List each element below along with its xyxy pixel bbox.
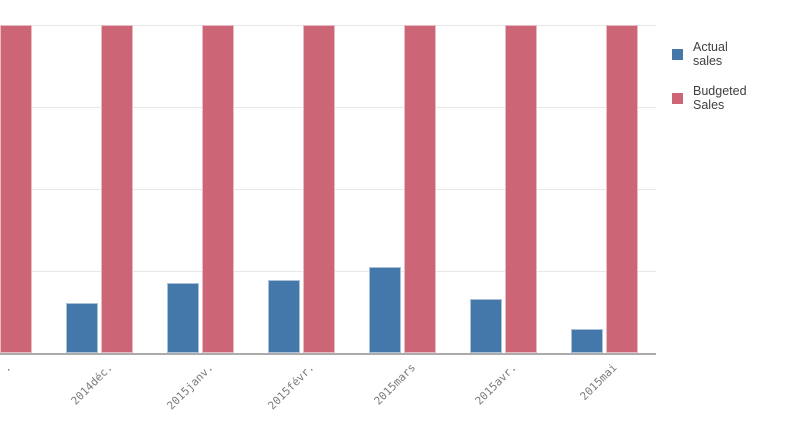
- x-axis-line: [0, 353, 656, 355]
- x-tick-label-0: .: [0, 361, 14, 375]
- bar-budgeted-sales-5[interactable]: [505, 25, 537, 353]
- bar-budgeted-sales-2[interactable]: [202, 25, 234, 353]
- x-tick-label-6: 2015mai: [577, 361, 620, 403]
- bar-actual-sales-6[interactable]: [571, 329, 603, 353]
- bar-budgeted-sales-4[interactable]: [404, 25, 436, 353]
- legend: Actual sales Budgeted Sales: [672, 40, 784, 128]
- bar-budgeted-sales-0[interactable]: [0, 25, 32, 353]
- x-tick-label-1: 2014déc.: [68, 361, 115, 408]
- bar-budgeted-sales-3[interactable]: [303, 25, 335, 353]
- bar-actual-sales-2[interactable]: [167, 283, 199, 353]
- x-tick-label-5: 2015avr.: [472, 361, 519, 408]
- bar-actual-sales-4[interactable]: [369, 267, 401, 353]
- x-tick-label-2: 2015janv.: [164, 361, 216, 413]
- legend-item-budgeted-sales[interactable]: Budgeted Sales: [672, 84, 784, 112]
- legend-item-actual-sales[interactable]: Actual sales: [672, 40, 784, 68]
- bar-actual-sales-5[interactable]: [470, 298, 502, 353]
- bar-actual-sales-1[interactable]: [66, 303, 98, 353]
- x-tick-label-4: 2015mars: [371, 361, 418, 408]
- bar-budgeted-sales-6[interactable]: [606, 25, 638, 353]
- bar-actual-sales-3[interactable]: [268, 279, 300, 353]
- actual-sales-swatch-icon: [672, 48, 683, 60]
- legend-label: Actual sales: [693, 40, 728, 68]
- x-tick-label-3: 2015févr.: [265, 361, 317, 413]
- bar-budgeted-sales-1[interactable]: [101, 25, 133, 353]
- plot-area: . 2014déc. 2015janv. 2015févr. 2015mars 2015a…: [0, 25, 656, 413]
- legend-label: Budgeted Sales: [693, 84, 747, 112]
- budgeted-sales-swatch-icon: [672, 92, 683, 104]
